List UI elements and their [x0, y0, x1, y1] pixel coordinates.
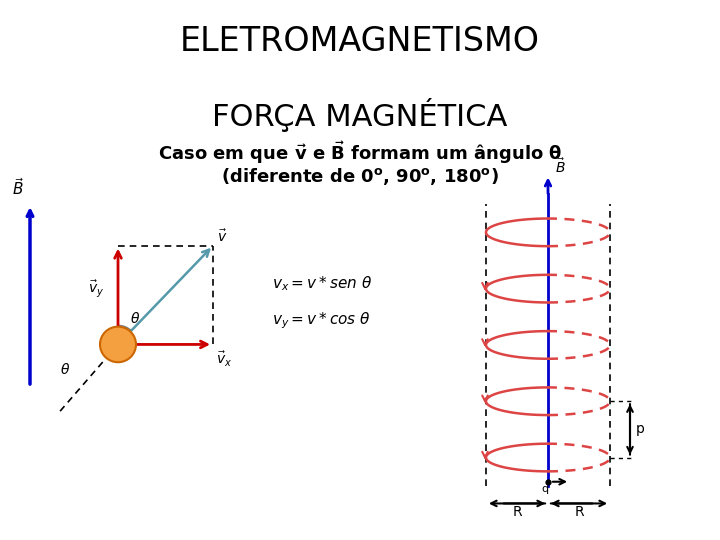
Text: $\vec{v}_x$: $\vec{v}_x$ — [216, 349, 233, 369]
Text: p: p — [636, 422, 645, 436]
Text: FORÇA MAGNÉTICA: FORÇA MAGNÉTICA — [212, 98, 508, 132]
Text: R: R — [512, 505, 522, 519]
Text: ELETROMAGNETISMO: ELETROMAGNETISMO — [180, 25, 540, 58]
Text: $v_y = v * cos\ \theta$: $v_y = v * cos\ \theta$ — [272, 311, 371, 332]
Text: $v_x = v * sen\ \theta$: $v_x = v * sen\ \theta$ — [272, 274, 372, 293]
Text: $\vec{B}$: $\vec{B}$ — [555, 157, 566, 176]
Text: q: q — [541, 484, 549, 494]
Text: $\vec{v}$: $\vec{v}$ — [217, 228, 228, 245]
Text: (diferente de $\mathbf{0^o}$, $\mathbf{90^o}$, $\mathbf{180^o}$): (diferente de $\mathbf{0^o}$, $\mathbf{9… — [221, 166, 499, 187]
Text: Caso em que $\mathbf{\vec{v}}$ e $\mathbf{\vec{B}}$ formam um ângulo $\mathbf{\t: Caso em que $\mathbf{\vec{v}}$ e $\mathb… — [158, 139, 562, 166]
Text: $\theta$: $\theta$ — [130, 310, 140, 326]
Text: $\vec{v}_y$: $\vec{v}_y$ — [88, 279, 104, 300]
Circle shape — [100, 327, 136, 362]
Text: $\vec{B}$: $\vec{B}$ — [12, 177, 24, 198]
Text: R: R — [574, 505, 584, 519]
Text: $\theta$: $\theta$ — [60, 362, 71, 377]
